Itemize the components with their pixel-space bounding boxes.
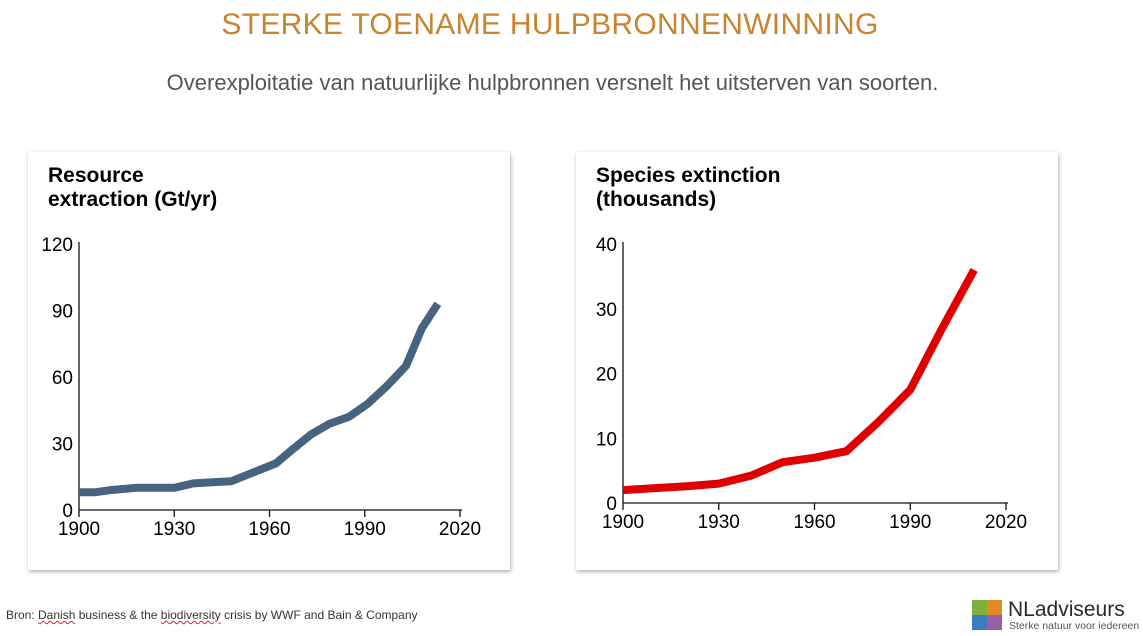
chart-title: Species extinction (thousands) (596, 164, 781, 211)
species-extinction-chart: Species extinction (thousands) 0 10 20 30 40… (576, 152, 1058, 570)
series-line (79, 301, 442, 497)
y-tick-label: 30 (596, 300, 617, 321)
axes: 0 30 60 90 120 1900 1930 1960 1990 2020 (41, 235, 481, 540)
page-subtitle: Overexploitatie van natuurlijke hulpbron… (166, 70, 939, 95)
resource-extraction-plot: 0 30 60 90 120 1900 1930 1960 1990 2020 (41, 235, 481, 540)
x-tick-label: 2020 (985, 512, 1027, 533)
y-tick-label: 30 (52, 435, 73, 456)
source-prefix: Bron: (6, 608, 39, 622)
x-tick-label: 1960 (248, 519, 290, 540)
resource-extraction-chart: Resource extraction (Gt/yr) 0 30 60 90 120 19… (28, 152, 510, 570)
species-extinction-plot: 0 10 20 30 40 1900 1930 1960 1990 2020 (596, 235, 1027, 533)
source-part: Danish (38, 608, 76, 622)
y-tick-label: 0 (62, 501, 73, 522)
x-tick-label: 2020 (439, 519, 481, 540)
nladviseurs-logo: NLadviseurs Sterke natuur voor iedereen (972, 598, 1140, 634)
source-part: crisis by WWF and Bain & Company (220, 608, 418, 622)
x-tick-label: 1990 (889, 512, 931, 533)
chart-title: Resource extraction (Gt/yr) (48, 164, 218, 211)
x-tick-label: 1900 (602, 512, 644, 533)
page-title: STERKE TOENAME HULPBRONNENWINNING (221, 8, 879, 41)
logo-tagline: Sterke natuur voor iedereen (1009, 620, 1140, 632)
source-citation: Bron: Danish business & the biodiversity… (6, 608, 418, 622)
y-tick-label: 20 (596, 365, 617, 386)
x-tick-label: 1930 (698, 512, 740, 533)
y-tick-label: 60 (52, 368, 73, 389)
source-part: business & the (75, 608, 161, 622)
y-tick-label: 40 (596, 235, 617, 256)
x-tick-label: 1960 (793, 512, 835, 533)
logo-mark-icon (972, 600, 1002, 630)
axes: 0 10 20 30 40 1900 1930 1960 1990 2020 (596, 235, 1027, 533)
logo-name: NLadviseurs (1008, 598, 1125, 621)
x-tick-label: 1900 (58, 519, 100, 540)
y-tick-label: 0 (606, 494, 617, 515)
series-line (622, 267, 978, 495)
y-tick-label: 120 (41, 235, 73, 256)
x-tick-label: 1990 (344, 519, 386, 540)
y-tick-label: 10 (596, 429, 617, 450)
y-tick-label: 90 (52, 302, 73, 323)
source-part: biodiversity (160, 608, 221, 622)
x-tick-label: 1930 (153, 519, 195, 540)
